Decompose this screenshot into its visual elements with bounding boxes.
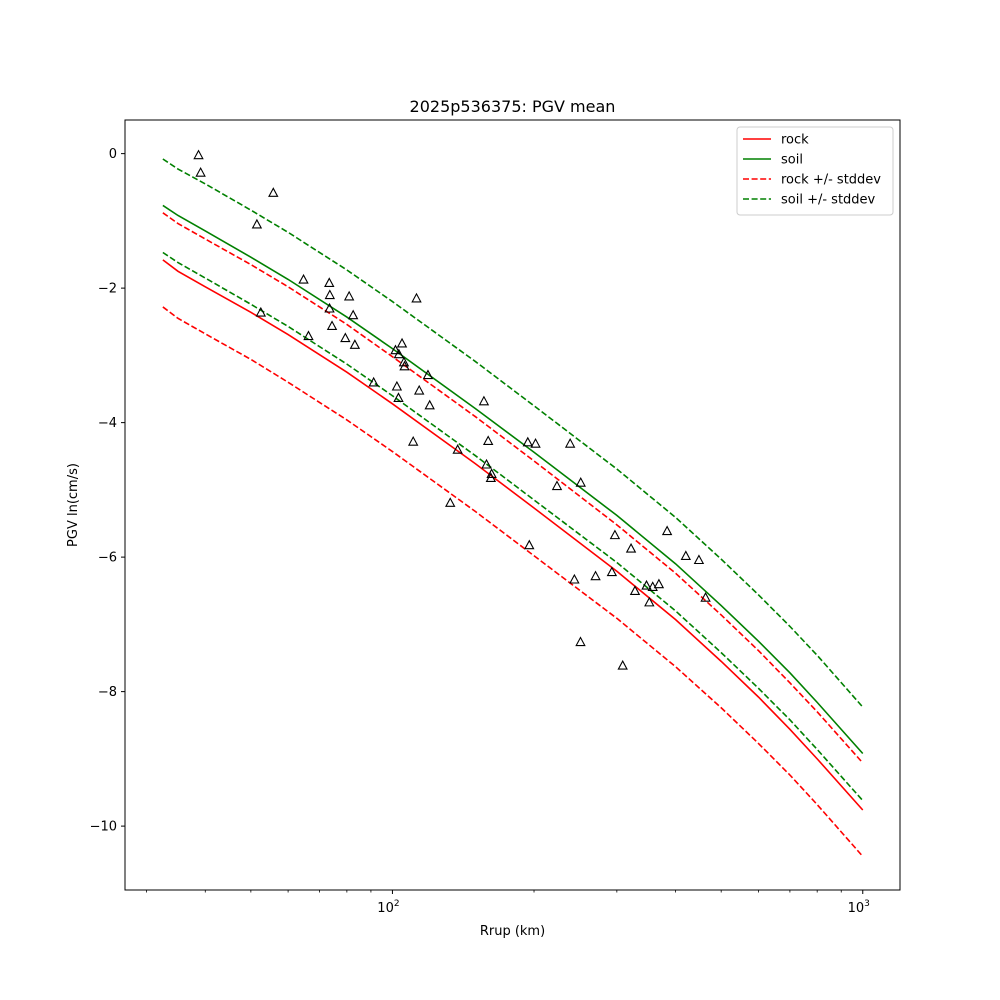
observation-marker bbox=[255, 306, 267, 317]
observation-marker bbox=[251, 218, 263, 229]
observation-marker bbox=[343, 290, 355, 301]
observation-marker bbox=[391, 380, 403, 391]
observation-marker bbox=[193, 149, 204, 160]
observation-marker bbox=[575, 477, 586, 487]
observation-marker bbox=[661, 525, 673, 536]
observation-marker bbox=[396, 337, 408, 348]
plot-area bbox=[162, 149, 864, 857]
observation-marker bbox=[326, 320, 338, 331]
observation-marker bbox=[590, 570, 601, 581]
legend-entry-label: rock +/- stddev bbox=[781, 173, 881, 188]
series-line-4 bbox=[162, 158, 864, 708]
observation-marker bbox=[481, 458, 492, 469]
observation-marker bbox=[368, 376, 379, 387]
y-tick-label: −2 bbox=[98, 282, 117, 297]
observation-marker bbox=[390, 344, 401, 355]
observation-marker bbox=[324, 289, 336, 300]
observation-marker bbox=[693, 554, 705, 565]
observation-marker bbox=[393, 392, 404, 402]
observation-marker bbox=[478, 395, 490, 406]
observation-marker bbox=[347, 309, 359, 320]
observation-marker bbox=[393, 348, 405, 359]
observation-marker bbox=[482, 435, 494, 446]
legend-box bbox=[736, 126, 894, 216]
series-line-0 bbox=[162, 259, 864, 811]
legend: rock soil rock +/- stddev soil +/- stddev bbox=[736, 126, 894, 216]
observation-marker bbox=[407, 435, 419, 446]
series-line-1 bbox=[162, 204, 864, 755]
series-line-2 bbox=[162, 212, 864, 764]
observation-marker bbox=[609, 529, 621, 540]
y-tick-label: −8 bbox=[98, 685, 117, 700]
observation-marker bbox=[452, 444, 463, 454]
y-tick-label: 0 bbox=[109, 147, 117, 162]
axes-frame bbox=[124, 119, 901, 891]
axis-ticks: 102 103 0 −2 −4 −6 −8 −10 bbox=[90, 147, 870, 916]
observation-marker bbox=[575, 636, 586, 647]
legend-entry-label: soil bbox=[781, 153, 803, 168]
y-tick-label: −10 bbox=[90, 820, 117, 835]
observation-marker bbox=[349, 339, 361, 349]
observation-marker bbox=[524, 539, 535, 550]
observation-marker bbox=[486, 468, 497, 478]
observation-marker bbox=[424, 399, 435, 410]
x-tick-label: 103 bbox=[848, 899, 870, 916]
observation-marker bbox=[324, 302, 335, 313]
observation-marker bbox=[195, 166, 206, 177]
observation-marker bbox=[411, 292, 422, 303]
observation-marker bbox=[700, 592, 711, 602]
legend-entry-label: soil +/- stddev bbox=[781, 193, 876, 208]
observation-marker bbox=[569, 573, 580, 584]
observation-marker bbox=[413, 384, 425, 395]
observation-marker bbox=[564, 438, 576, 448]
observation-marker bbox=[617, 659, 628, 670]
y-tick-label: −4 bbox=[98, 416, 117, 431]
observation-marker bbox=[522, 436, 534, 447]
observation-marker bbox=[445, 497, 456, 507]
observation-marker bbox=[324, 277, 335, 287]
series-line-3 bbox=[162, 306, 864, 857]
observation-marker bbox=[653, 578, 665, 589]
observation-marker bbox=[629, 585, 641, 595]
x-axis-label: Rrup (km) bbox=[480, 924, 545, 939]
legend-entry-label: rock bbox=[781, 133, 809, 148]
observation-marker bbox=[641, 579, 652, 590]
observation-marker bbox=[551, 480, 563, 491]
y-tick-label: −6 bbox=[98, 551, 117, 566]
observation-marker bbox=[303, 330, 314, 341]
observation-marker bbox=[530, 438, 541, 448]
observation-marker bbox=[340, 332, 351, 343]
observation-marker bbox=[680, 550, 692, 561]
chart-title: 2025p536375: PGV mean bbox=[410, 97, 616, 116]
observation-marker bbox=[298, 273, 309, 284]
observation-marker bbox=[422, 369, 434, 380]
series-line-5 bbox=[162, 251, 864, 802]
observation-marker bbox=[644, 596, 655, 607]
y-axis-label: PGV ln(cm/s) bbox=[66, 463, 81, 547]
observation-marker bbox=[268, 187, 279, 197]
observation-marker bbox=[398, 356, 410, 367]
x-tick-label: 102 bbox=[377, 899, 399, 916]
observation-marker bbox=[625, 542, 637, 553]
observation-marker bbox=[606, 566, 618, 577]
